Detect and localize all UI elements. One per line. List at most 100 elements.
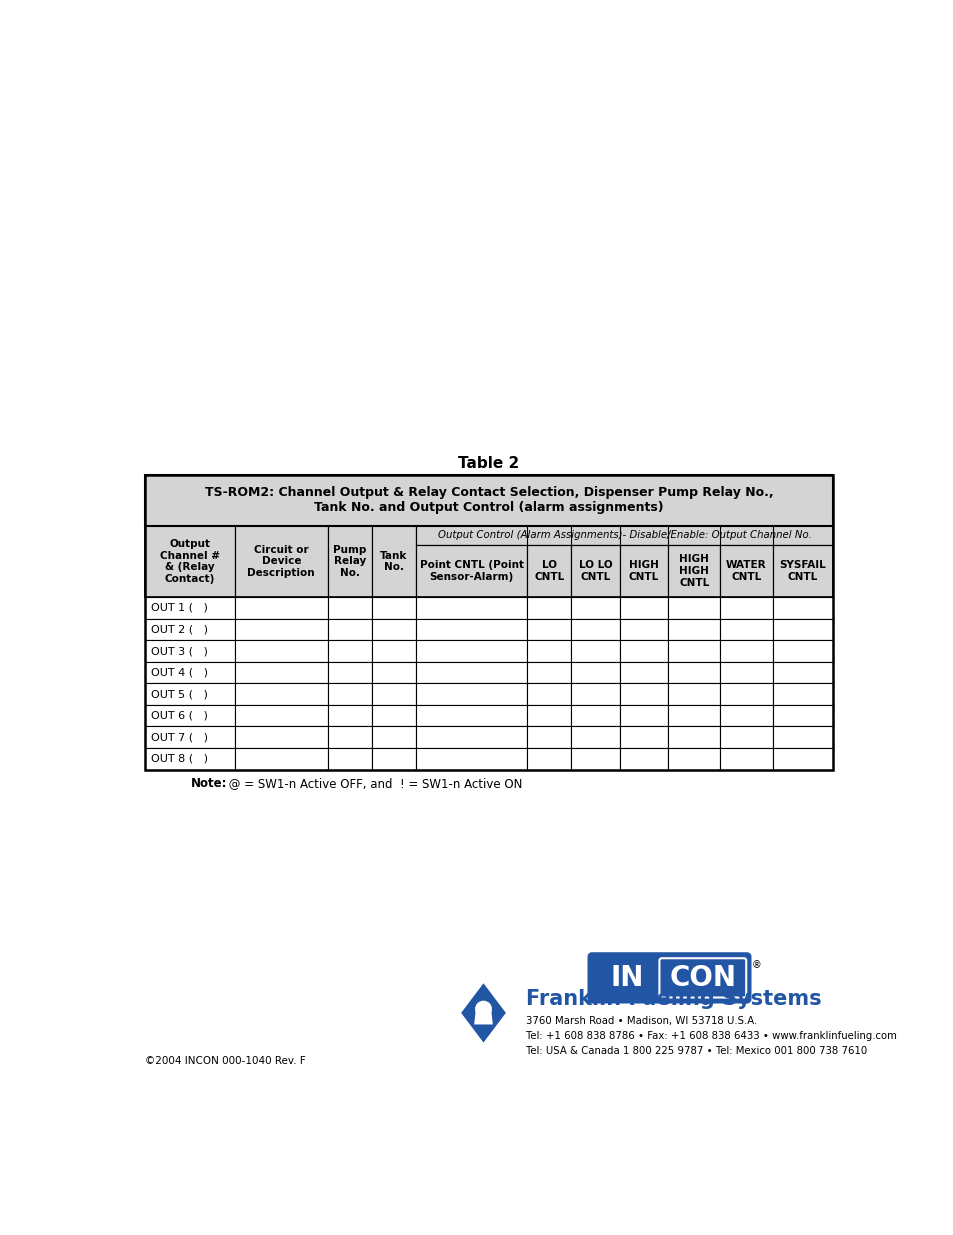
Bar [772, 597, 832, 619]
Bar [720, 619, 772, 640]
Bar [327, 597, 372, 619]
Bar [619, 640, 667, 662]
Bar [234, 526, 327, 597]
Bar [772, 640, 832, 662]
Text: OUT 3 (   ): OUT 3 ( ) [151, 646, 208, 656]
Polygon shape [459, 982, 506, 1044]
Bar [145, 526, 234, 597]
Bar [772, 726, 832, 748]
Bar [667, 683, 720, 705]
Bar [720, 640, 772, 662]
Text: ®: ® [751, 960, 760, 969]
Bar [145, 475, 832, 769]
Bar [234, 597, 327, 619]
Bar [720, 597, 772, 619]
Bar [772, 619, 832, 640]
Bar [327, 748, 372, 769]
Bar [571, 662, 619, 683]
Text: LO
CNTL: LO CNTL [534, 561, 564, 582]
Text: HIGH
HIGH
CNTL: HIGH HIGH CNTL [679, 555, 709, 588]
Bar [619, 597, 667, 619]
Bar [619, 748, 667, 769]
Bar [667, 640, 720, 662]
Bar [234, 640, 327, 662]
Bar [619, 545, 667, 597]
Bar [527, 545, 571, 597]
Text: Tank
No.: Tank No. [380, 551, 407, 572]
Bar [372, 619, 416, 640]
Bar [772, 662, 832, 683]
Bar [327, 662, 372, 683]
Text: Note:: Note: [192, 777, 228, 790]
Bar [619, 726, 667, 748]
Bar [619, 662, 667, 683]
Bar [145, 640, 234, 662]
Text: 3760 Marsh Road • Madison, WI 53718 U.S.A.: 3760 Marsh Road • Madison, WI 53718 U.S.… [525, 1015, 757, 1025]
Text: HIGH
CNTL: HIGH CNTL [628, 561, 659, 582]
Bar [571, 597, 619, 619]
Bar [772, 705, 832, 726]
Bar [527, 726, 571, 748]
Text: Tel: +1 608 838 8786 • Fax: +1 608 838 6433 • www.franklinfueling.com: Tel: +1 608 838 8786 • Fax: +1 608 838 6… [525, 1031, 896, 1041]
Bar [720, 683, 772, 705]
Bar [416, 748, 527, 769]
Bar [234, 726, 327, 748]
Bar [720, 726, 772, 748]
Bar [145, 597, 234, 619]
Bar [145, 748, 234, 769]
Bar [720, 705, 772, 726]
Bar [372, 640, 416, 662]
Bar [772, 683, 832, 705]
Bar [372, 748, 416, 769]
Bar [145, 475, 832, 526]
Text: Point CNTL (Point
Sensor-Alarm): Point CNTL (Point Sensor-Alarm) [419, 561, 523, 582]
Bar [372, 597, 416, 619]
Bar [416, 662, 527, 683]
Bar [619, 619, 667, 640]
Bar [145, 705, 234, 726]
Text: ©2004 INCON 000-1040 Rev. F: ©2004 INCON 000-1040 Rev. F [145, 1056, 305, 1066]
Bar [527, 640, 571, 662]
Bar [234, 748, 327, 769]
Bar [145, 662, 234, 683]
Text: WATER
CNTL: WATER CNTL [725, 561, 766, 582]
Text: OUT 1 (   ): OUT 1 ( ) [151, 603, 208, 613]
Bar [234, 705, 327, 726]
Bar [327, 619, 372, 640]
Text: CON: CON [669, 963, 736, 992]
Bar [619, 683, 667, 705]
Text: TS-ROM2: Channel Output & Relay Contact Selection, Dispenser Pump Relay No.,
Tan: TS-ROM2: Channel Output & Relay Contact … [204, 487, 773, 515]
Text: OUT 7 (   ): OUT 7 ( ) [151, 732, 208, 742]
Bar [667, 705, 720, 726]
Bar [595, 960, 661, 995]
FancyBboxPatch shape [588, 953, 749, 1002]
Bar [416, 597, 527, 619]
Bar [527, 597, 571, 619]
Text: Table 2: Table 2 [457, 456, 519, 471]
Bar [571, 619, 619, 640]
Bar [372, 705, 416, 726]
Bar [145, 619, 234, 640]
FancyBboxPatch shape [659, 958, 745, 998]
Text: SYSFAIL
CNTL: SYSFAIL CNTL [779, 561, 825, 582]
Bar [527, 705, 571, 726]
Bar [327, 726, 372, 748]
Text: OUT 2 (   ): OUT 2 ( ) [151, 625, 208, 635]
Text: OUT 5 (   ): OUT 5 ( ) [151, 689, 208, 699]
Text: LO LO
CNTL: LO LO CNTL [578, 561, 612, 582]
Bar [234, 683, 327, 705]
Polygon shape [474, 1010, 493, 1025]
Bar [667, 597, 720, 619]
Bar [571, 705, 619, 726]
Bar [571, 726, 619, 748]
Bar [327, 705, 372, 726]
Text: Circuit or
Device
Description: Circuit or Device Description [247, 545, 314, 578]
Bar [720, 662, 772, 683]
Bar [416, 705, 527, 726]
Text: @ = SW1-n Active OFF, and  ! = SW1-n Active ON: @ = SW1-n Active OFF, and ! = SW1-n Acti… [224, 777, 521, 790]
Bar [416, 683, 527, 705]
Bar [327, 683, 372, 705]
Bar [720, 748, 772, 769]
Bar [416, 640, 527, 662]
Bar [372, 526, 416, 597]
